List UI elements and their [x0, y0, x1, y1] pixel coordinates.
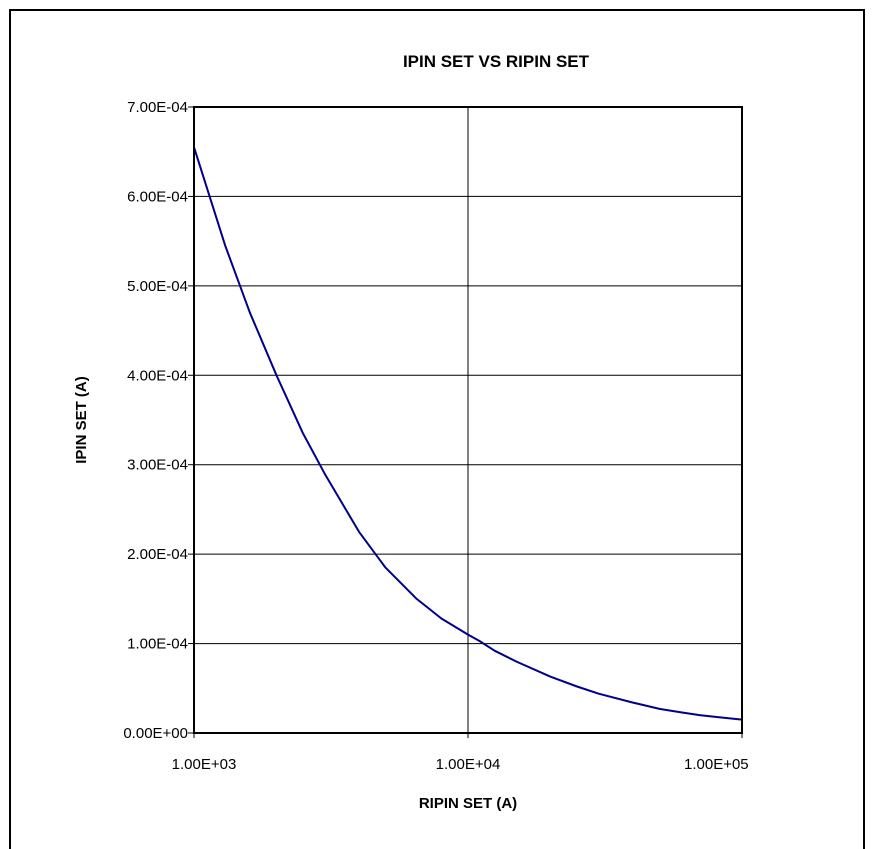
y-tick-label: 3.00E-04 — [127, 457, 188, 474]
series-line — [193, 146, 743, 721]
x-tick-label: 1.00E+04 — [436, 756, 501, 773]
y-tick-label: 4.00E-04 — [127, 367, 188, 384]
gridlines — [193, 106, 743, 734]
x-tick-label: 1.00E+03 — [172, 756, 237, 773]
y-tick-label: 1.00E-04 — [127, 636, 188, 653]
y-axis-title: IPIN SET (A) — [73, 376, 90, 464]
chart-frame — [9, 9, 865, 849]
y-tick-label: 7.00E-04 — [127, 99, 188, 116]
chart-title: IPIN SET VS RIPIN SET — [403, 52, 590, 71]
x-axis-ticks: 1.00E+03 1.00E+04 1.00E+05 — [172, 733, 749, 773]
series-layer — [193, 146, 743, 721]
y-tick-label: 6.00E-04 — [127, 188, 188, 205]
x-axis-title: RIPIN SET (A) — [419, 795, 517, 812]
y-axis-ticks: 0.00E+00 1.00E-04 2.00E-04 3.00E-04 4.00E-04… — [123, 99, 194, 742]
y-tick-label: 2.00E-04 — [127, 546, 188, 563]
x-tick-label: 1.00E+05 — [684, 756, 749, 773]
y-tick-label: 0.00E+00 — [123, 725, 188, 742]
y-tick-label: 5.00E-04 — [127, 278, 188, 295]
